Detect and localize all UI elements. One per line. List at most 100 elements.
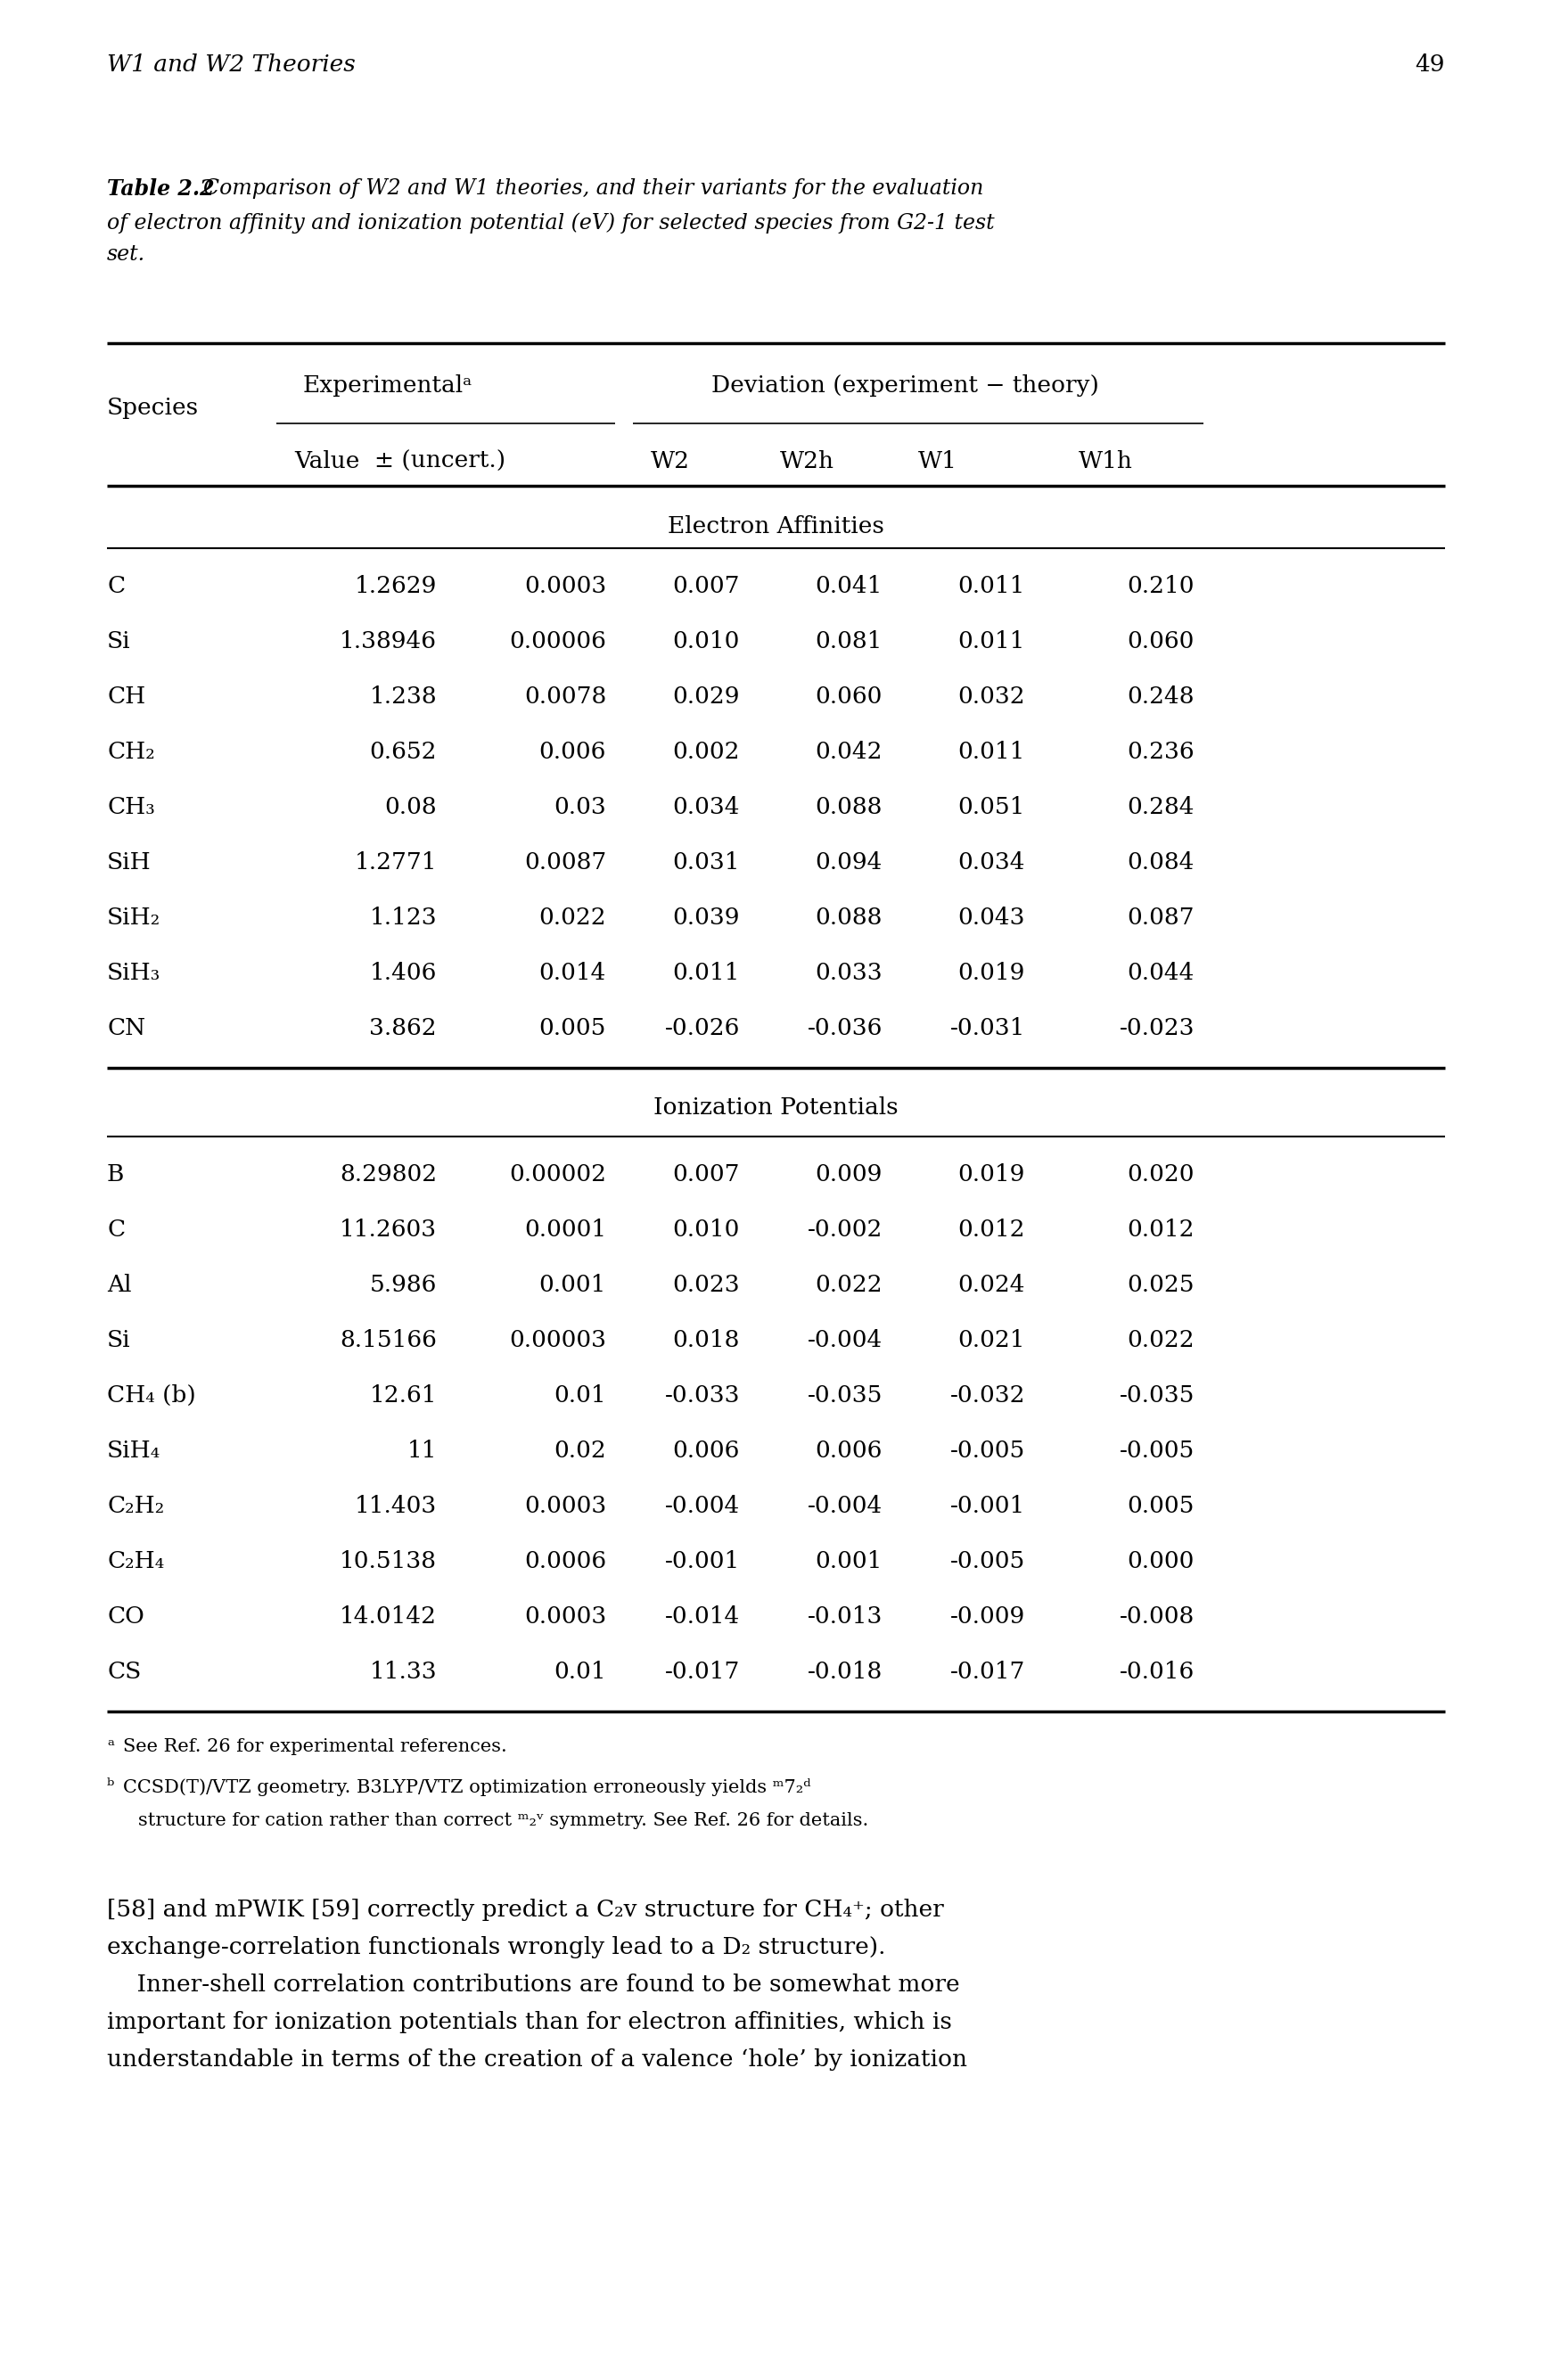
Text: 1.38946: 1.38946	[340, 631, 436, 652]
Text: 8.29802: 8.29802	[340, 1164, 436, 1185]
Text: -0.009: -0.009	[950, 1607, 1026, 1628]
Text: Species: Species	[107, 397, 199, 419]
Text: SiH₄: SiH₄	[107, 1440, 161, 1461]
Text: -0.016: -0.016	[1119, 1661, 1195, 1683]
Text: -0.035: -0.035	[807, 1385, 883, 1407]
Text: -0.002: -0.002	[807, 1219, 883, 1240]
Text: 0.005: 0.005	[539, 1016, 607, 1040]
Text: 0.210: 0.210	[1127, 576, 1195, 597]
Text: 12.61: 12.61	[369, 1385, 436, 1407]
Text: 0.022: 0.022	[815, 1273, 883, 1297]
Text: 0.0003: 0.0003	[525, 1607, 607, 1628]
Text: -0.035: -0.035	[1119, 1385, 1195, 1407]
Text: 0.019: 0.019	[958, 1164, 1026, 1185]
Text: -0.008: -0.008	[1119, 1607, 1195, 1628]
Text: CS: CS	[107, 1661, 141, 1683]
Text: SiH₂: SiH₂	[107, 907, 161, 928]
Text: 0.009: 0.009	[815, 1164, 883, 1185]
Text: 0.023: 0.023	[672, 1273, 740, 1297]
Text: of electron affinity and ionization potential (eV) for selected species from G2-: of electron affinity and ionization pote…	[107, 212, 995, 233]
Text: 0.039: 0.039	[672, 907, 740, 928]
Text: W2: W2	[650, 450, 691, 474]
Text: -0.005: -0.005	[950, 1549, 1026, 1573]
Text: 0.0001: 0.0001	[525, 1219, 607, 1240]
Text: Inner-shell correlation contributions are found to be somewhat more: Inner-shell correlation contributions ar…	[107, 1973, 959, 1997]
Text: 0.01: 0.01	[554, 1661, 607, 1683]
Text: -0.032: -0.032	[950, 1385, 1026, 1407]
Text: 0.019: 0.019	[958, 962, 1026, 983]
Text: -0.017: -0.017	[664, 1661, 740, 1683]
Text: 0.0078: 0.0078	[525, 685, 607, 707]
Text: 5.986: 5.986	[369, 1273, 436, 1297]
Text: 0.088: 0.088	[815, 907, 883, 928]
Text: 0.041: 0.041	[815, 576, 883, 597]
Text: 0.012: 0.012	[1127, 1219, 1195, 1240]
Text: CH₄ (b): CH₄ (b)	[107, 1385, 196, 1407]
Text: CH₃: CH₃	[107, 795, 155, 819]
Text: 0.007: 0.007	[672, 576, 740, 597]
Text: -0.005: -0.005	[950, 1440, 1026, 1461]
Text: CN: CN	[107, 1016, 146, 1040]
Text: 3.862: 3.862	[369, 1016, 436, 1040]
Text: 49: 49	[1415, 52, 1445, 76]
Text: Si: Si	[107, 631, 130, 652]
Text: 0.03: 0.03	[554, 795, 607, 819]
Text: 10.5138: 10.5138	[340, 1549, 436, 1573]
Text: 0.042: 0.042	[815, 740, 883, 764]
Text: Ionization Potentials: Ionization Potentials	[653, 1097, 899, 1119]
Text: -0.031: -0.031	[950, 1016, 1026, 1040]
Text: 0.011: 0.011	[672, 962, 740, 983]
Text: 0.006: 0.006	[539, 740, 607, 764]
Text: C: C	[107, 1219, 124, 1240]
Text: W2h: W2h	[781, 450, 835, 474]
Text: structure for cation rather than correct ᵐ₂ᵛ symmetry. See Ref. 26 for details.: structure for cation rather than correct…	[138, 1811, 869, 1830]
Text: 0.0006: 0.0006	[525, 1549, 607, 1573]
Text: 0.033: 0.033	[815, 962, 883, 983]
Text: Experimentalᵃ: Experimentalᵃ	[303, 374, 473, 397]
Text: 0.006: 0.006	[672, 1440, 740, 1461]
Text: 0.020: 0.020	[1127, 1164, 1195, 1185]
Text: 0.006: 0.006	[815, 1440, 883, 1461]
Text: 1.2629: 1.2629	[354, 576, 436, 597]
Text: 0.018: 0.018	[672, 1328, 740, 1352]
Text: 0.011: 0.011	[958, 576, 1026, 597]
Text: [58] and mPWIK [59] correctly predict a C₂v structure for CH₄⁺; other: [58] and mPWIK [59] correctly predict a …	[107, 1899, 944, 1921]
Text: 0.652: 0.652	[369, 740, 436, 764]
Text: SiH₃: SiH₃	[107, 962, 161, 983]
Text: 1.406: 1.406	[369, 962, 436, 983]
Text: C₂H₂: C₂H₂	[107, 1495, 165, 1516]
Text: Al: Al	[107, 1273, 132, 1297]
Text: 0.010: 0.010	[672, 1219, 740, 1240]
Text: Comparison of W2 and W1 theories, and their variants for the evaluation: Comparison of W2 and W1 theories, and th…	[203, 178, 984, 200]
Text: B: B	[107, 1164, 124, 1185]
Text: 0.060: 0.060	[1127, 631, 1195, 652]
Text: 0.022: 0.022	[539, 907, 607, 928]
Text: 8.15166: 8.15166	[340, 1328, 436, 1352]
Text: understandable in terms of the creation of a valence ‘hole’ by ionization: understandable in terms of the creation …	[107, 2049, 967, 2071]
Text: 0.012: 0.012	[958, 1219, 1026, 1240]
Text: C: C	[107, 576, 124, 597]
Text: 0.022: 0.022	[1127, 1328, 1195, 1352]
Text: 11.33: 11.33	[369, 1661, 436, 1683]
Text: 11.2603: 11.2603	[340, 1219, 436, 1240]
Text: 0.051: 0.051	[958, 795, 1026, 819]
Text: CCSD(T)/VTZ geometry. B3LYP/VTZ optimization erroneously yields ᵐ7₂ᵈ: CCSD(T)/VTZ geometry. B3LYP/VTZ optimiza…	[123, 1778, 810, 1797]
Text: 0.032: 0.032	[958, 685, 1026, 707]
Text: exchange-correlation functionals wrongly lead to a D₂ structure).: exchange-correlation functionals wrongly…	[107, 1935, 886, 1959]
Text: -0.004: -0.004	[664, 1495, 740, 1516]
Text: Electron Affinities: Electron Affinities	[667, 514, 883, 538]
Text: 0.010: 0.010	[672, 631, 740, 652]
Text: W1 and W2 Theories: W1 and W2 Theories	[107, 52, 355, 76]
Text: 11.403: 11.403	[354, 1495, 436, 1516]
Text: 0.014: 0.014	[539, 962, 607, 983]
Text: Table 2.2: Table 2.2	[107, 178, 214, 200]
Text: 1.2771: 1.2771	[354, 852, 436, 873]
Text: 0.044: 0.044	[1127, 962, 1195, 983]
Text: -0.005: -0.005	[1119, 1440, 1195, 1461]
Text: Value: Value	[295, 450, 360, 474]
Text: 0.08: 0.08	[385, 795, 436, 819]
Text: 0.025: 0.025	[1127, 1273, 1195, 1297]
Text: 0.00003: 0.00003	[509, 1328, 607, 1352]
Text: 0.094: 0.094	[815, 852, 883, 873]
Text: W1: W1	[919, 450, 958, 474]
